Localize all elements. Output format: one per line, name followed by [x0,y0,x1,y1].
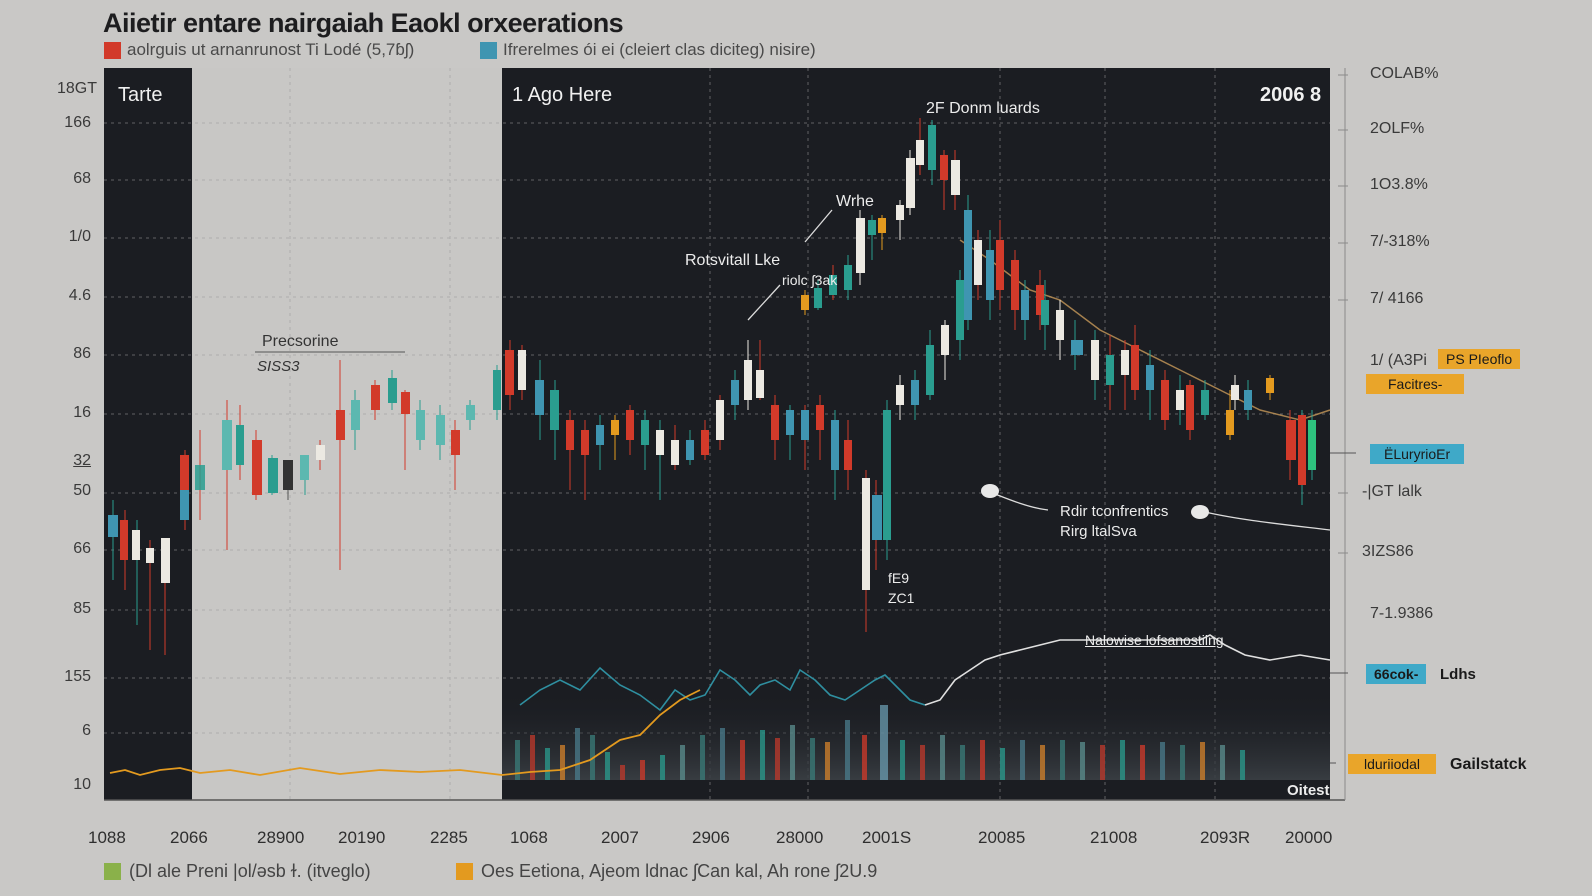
y-tick-right: 7/-318% [1370,233,1430,250]
legend-item-orange: Oes Eetiona, Ajeom ldnac ʃCan kal, Ah ro… [456,861,877,882]
y-tick-left: 68 [73,170,91,187]
y-tick-left: 155 [64,668,91,685]
legend-swatch-red [104,41,121,59]
annotation-rirg: Rirg ltalSva [1060,523,1137,540]
y-tick-left: 18GT [56,80,97,97]
legend-label: Oes Eetiona, Ajeom ldnac ʃCan kal, Ah ro… [481,861,878,881]
x-tick: 28000 [776,828,824,847]
x-tick: 20000 [1285,828,1333,847]
y-tick-right: 3IZS86 [1362,543,1414,560]
y-tick-right: 2OLF% [1370,120,1425,137]
panel-main-right-label: 2006 8 [1260,84,1322,106]
x-tick: 2007 [601,828,639,847]
annotation-siss: SISS3 [257,358,300,375]
x-tick: 2285 [430,828,468,847]
x-tick: 1068 [510,828,548,847]
legend-swatch-blue [480,41,497,59]
legend-item-green: (Dl ale Preni |ol/ǝsb ɫ. (itveglo) [104,861,371,882]
legend-item-blue: Ifrerelmes ói ei (cleiert clas diciteg) … [480,40,816,60]
x-tick: 1088 [88,828,126,847]
x-tick: 20085 [978,828,1026,847]
legend-label: aolrguis ut arnanrunost Ti Lodé (5,7ɓʃ) [127,40,415,59]
x-tick: 28900 [257,828,305,847]
x-tick: 2066 [170,828,208,847]
candles-main [505,118,1316,632]
x-tick: 20190 [338,828,386,847]
annotation-wrhe: Wrhe [836,193,874,210]
annotation-zc1: ZC1 [888,590,915,606]
y-tick-left: 50 [73,482,91,499]
y-tick-right: COLAB% [1370,65,1439,82]
tag-gailstatck-label: Gailstatck [1450,756,1527,773]
annotation-rotsvitall: Rotsvitall Lke [685,252,781,269]
x-tick: 2906 [692,828,730,847]
legend-item-red: aolrguis ut arnanrunost Ti Lodé (5,7ɓʃ) [104,40,414,60]
y-tick-left: 66 [73,540,91,557]
tag-66cok: 66cok- [1366,664,1427,684]
candles-left [108,450,189,655]
y-tick-right: 7/ 4166 [1370,290,1424,307]
chart-title: Aiietir entare nairgaiah Eaokl orxeerati… [103,8,624,38]
annotation-oitest: Oitest [1287,782,1330,799]
tag-facitres: Facitres- [1366,374,1465,394]
annotation-nalowise: Nalowise lofsanostiing [1085,632,1224,648]
y-tick-left: 85 [73,600,91,617]
x-tick: 2001S [862,828,912,847]
tag-gt-lalk: -|GT lalk [1362,483,1422,500]
y-tick-right: 1/ (A3Pi [1370,352,1427,369]
y-tick-left: 32 [73,452,91,469]
x-tick: 21008 [1090,828,1138,847]
panel-left-label: Tarte [118,84,163,106]
x-tick: 2093R [1200,828,1251,847]
candles-middle [195,351,501,570]
y-tick-left: 10 [73,776,91,793]
y-tick-left: 4.6 [68,287,91,304]
tag-66cok-side-label: Ldhs [1440,666,1476,683]
y-tick-left: 6 [82,722,91,739]
y-tick-right: 7-1.9386 [1370,605,1434,622]
y-tick-left: 1/0 [68,228,91,245]
legend-label: (Dl ale Preni |ol/ǝsb ɫ. (itveglo) [129,861,371,881]
tag-lduriiodal: lduriiodal [1348,754,1437,774]
legend-swatch-orange [456,863,473,880]
panel-main-label: 1 Ago Here [512,84,613,106]
y-tick-left: 166 [64,114,91,131]
annotation-fe9: fE9 [888,570,910,586]
annotation-riolc: riolc ʃ3ak [782,272,838,288]
tag-ps-pieoflo: PS PIeoflo [1438,349,1521,369]
y-tick-left: 16 [73,404,91,421]
legend-label: Ifrerelmes ói ei (cleiert clas diciteg) … [503,40,816,59]
y-tick-left: 86 [73,345,91,362]
annotation-peak: 2F Donm luards [926,100,1040,117]
y-tick-right: 1O3.8% [1370,176,1428,193]
annotation-precsorine: Precsorine [262,333,339,350]
annotation-rdir: Rdir tconfrentics [1060,503,1169,520]
legend-swatch-green [104,863,121,880]
tag-luryrioer: ЁLuryrioEr [1370,444,1465,464]
